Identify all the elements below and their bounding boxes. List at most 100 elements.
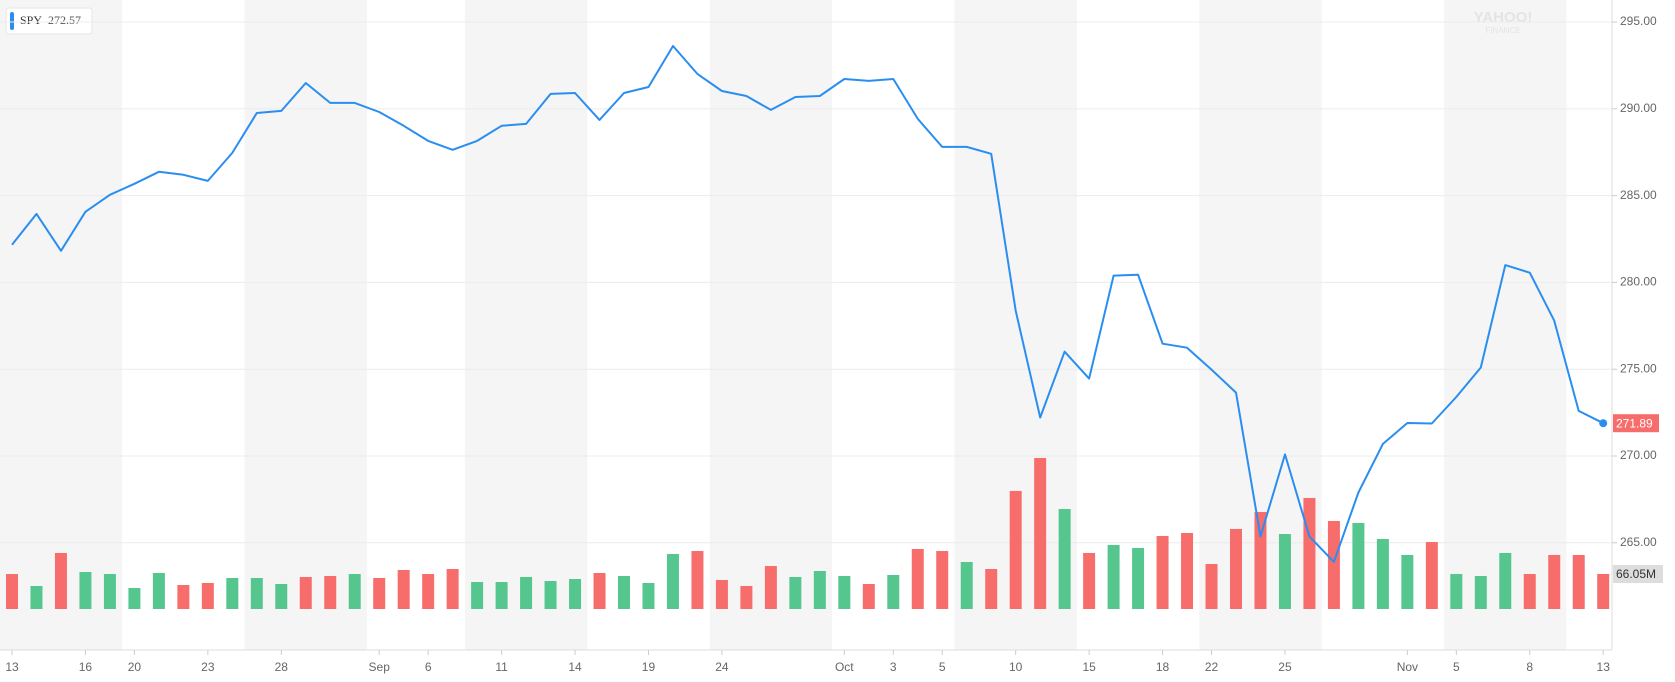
legend-box[interactable] xyxy=(5,7,93,35)
x-tick-label: 14 xyxy=(568,660,582,674)
volume-bar xyxy=(569,579,582,609)
x-tick-label: 22 xyxy=(1205,660,1219,674)
volume-bar xyxy=(250,577,263,609)
volume-bar xyxy=(618,575,630,609)
volume-bar xyxy=(54,552,67,609)
y-tick-label: 295.00 xyxy=(1620,14,1657,28)
volume-bar xyxy=(691,551,704,609)
week-stripe xyxy=(464,0,588,650)
volume-bar xyxy=(1181,532,1194,609)
volume-bar xyxy=(887,574,900,609)
week-stripe xyxy=(1444,0,1567,650)
week-stripe xyxy=(709,0,833,650)
x-tick-label: 19 xyxy=(642,660,656,674)
volume-bar xyxy=(30,585,43,609)
volume-bar xyxy=(1327,520,1340,609)
volume-bar xyxy=(348,574,361,609)
volume-bar xyxy=(813,570,826,609)
volume-bar xyxy=(1156,535,1169,609)
y-tick-label: 265.00 xyxy=(1620,535,1657,549)
legend-symbol: SPY xyxy=(20,13,42,27)
volume-tag xyxy=(1613,564,1663,583)
volume-bar xyxy=(226,577,239,609)
x-tick-label: Oct xyxy=(835,660,854,674)
legend[interactable]: SPY 272.57 xyxy=(5,7,93,35)
y-tick-label: 275.00 xyxy=(1620,361,1657,375)
watermark-text: YAHOO! xyxy=(1474,9,1533,26)
volume-bar xyxy=(1523,574,1536,609)
volume-bar xyxy=(1303,497,1316,609)
volume-bar xyxy=(1548,554,1561,609)
x-tick-label: 10 xyxy=(1009,660,1023,674)
volume-bar xyxy=(79,572,92,609)
week-stripes xyxy=(0,0,1566,650)
volume-bar xyxy=(911,549,924,609)
y-tick-label: 285.00 xyxy=(1620,188,1657,202)
volume-bar xyxy=(324,575,337,609)
volume-bar xyxy=(1450,574,1463,609)
volume-bar xyxy=(446,568,459,609)
volume-bar xyxy=(1230,528,1242,609)
volume-bar xyxy=(177,584,190,609)
volume-bar xyxy=(1034,458,1047,609)
volume-bar xyxy=(275,583,288,609)
volume-bar xyxy=(1205,564,1218,609)
price-tag xyxy=(1613,414,1659,433)
volume-bar xyxy=(593,573,606,609)
last-point xyxy=(1599,419,1608,428)
volume-bar xyxy=(936,551,949,609)
volume-bar xyxy=(740,585,753,609)
legend-swatch xyxy=(10,12,14,30)
volume-bar xyxy=(1376,538,1389,609)
volume-bar xyxy=(471,582,484,609)
volume-bar xyxy=(201,582,214,609)
volume-bar xyxy=(1499,552,1512,609)
y-tick-label: 290.00 xyxy=(1620,101,1657,115)
volume-bar xyxy=(642,582,655,609)
x-tick-label: 5 xyxy=(939,660,946,674)
x-tick-label: 13 xyxy=(1597,660,1611,674)
week-stripe xyxy=(0,0,123,650)
price-line xyxy=(11,45,1604,563)
price-tag-label: 271.89 xyxy=(1616,416,1653,430)
y-tick-label: 270.00 xyxy=(1620,448,1657,462)
volume-bar xyxy=(789,576,802,609)
watermark-text: FINANCE xyxy=(1485,26,1520,35)
volume-bar xyxy=(1597,573,1610,609)
x-tick-label: 24 xyxy=(715,660,729,674)
volume-bar xyxy=(666,553,679,609)
volume-bar xyxy=(299,576,312,609)
volume-bar xyxy=(1572,554,1585,609)
x-tick-label: 6 xyxy=(425,660,432,674)
x-tick-label: 18 xyxy=(1156,660,1170,674)
x-tick-label: 3 xyxy=(890,660,897,674)
y-tick-label: 280.00 xyxy=(1620,275,1657,289)
volume-bar xyxy=(544,581,557,609)
volume-bar xyxy=(1132,547,1145,609)
x-tick-label: 8 xyxy=(1526,660,1533,674)
x-tick-label: 15 xyxy=(1082,660,1096,674)
x-tick-label: 20 xyxy=(128,660,142,674)
volume-bar xyxy=(1107,544,1120,609)
volume-bar xyxy=(985,568,998,609)
volume-bar xyxy=(495,582,508,609)
volume-bar xyxy=(1401,554,1414,609)
x-tick-label: 16 xyxy=(79,660,93,674)
volume-bar xyxy=(520,576,533,609)
x-tick-label: 23 xyxy=(201,660,215,674)
volume-bar xyxy=(960,561,973,609)
volume-bar xyxy=(838,575,851,609)
volume-bar xyxy=(1425,542,1438,609)
volume-bar xyxy=(103,574,116,609)
volume-bar xyxy=(1254,512,1267,609)
volume-bar xyxy=(764,566,777,609)
x-tick-label: 5 xyxy=(1453,660,1460,674)
volume-bar xyxy=(1009,490,1022,609)
volume-bar xyxy=(6,574,18,609)
volume-bar xyxy=(397,569,410,609)
volume-bar xyxy=(1058,508,1071,609)
volume-bar xyxy=(373,577,386,609)
x-tick-label: 25 xyxy=(1278,660,1292,674)
legend-value: 272.57 xyxy=(48,13,81,27)
x-tick-label: Sep xyxy=(369,660,391,674)
